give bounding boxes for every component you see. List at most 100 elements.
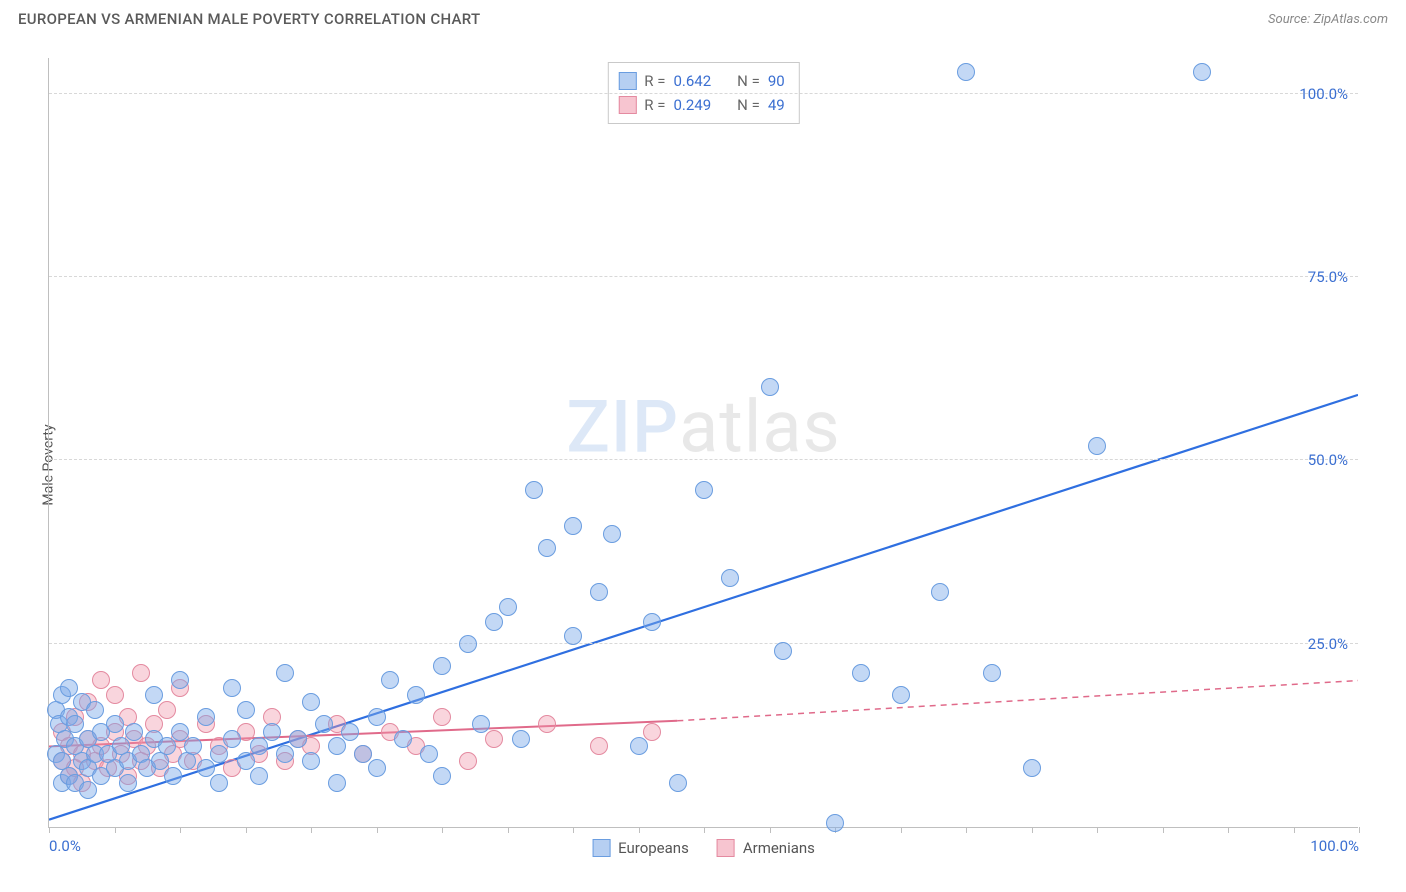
source-name: ZipAtlas.com	[1313, 12, 1388, 27]
data-point-europeans	[368, 708, 386, 726]
x-tick	[1294, 827, 1295, 833]
data-point-europeans	[538, 539, 556, 557]
x-tick	[966, 827, 967, 833]
gridline-h	[49, 459, 1358, 460]
data-point-armenians	[132, 664, 150, 682]
x-tick	[1359, 827, 1360, 833]
data-point-europeans	[826, 814, 844, 832]
data-point-europeans	[197, 759, 215, 777]
data-point-armenians	[643, 723, 661, 741]
y-tick-label: 100.0%	[1299, 85, 1348, 103]
chart-header: EUROPEAN VS ARMENIAN MALE POVERTY CORREL…	[0, 0, 1406, 34]
stats-row: R = 0.249 N = 49	[618, 93, 784, 117]
data-point-europeans	[774, 642, 792, 660]
data-point-europeans	[171, 723, 189, 741]
data-point-armenians	[485, 730, 503, 748]
swatch-icon	[717, 839, 735, 857]
data-point-europeans	[381, 671, 399, 689]
x-tick	[770, 827, 771, 833]
data-point-europeans	[761, 378, 779, 396]
x-tick	[377, 827, 378, 833]
data-point-europeans	[223, 679, 241, 697]
x-tick	[49, 827, 50, 833]
chart-title: EUROPEAN VS ARMENIAN MALE POVERTY CORREL…	[18, 10, 480, 28]
x-tick	[704, 827, 705, 833]
data-point-europeans	[289, 730, 307, 748]
stat-r-value: 0.249	[673, 93, 711, 117]
data-point-europeans	[263, 723, 281, 741]
data-point-europeans	[368, 759, 386, 777]
stat-n-label: N =	[737, 69, 760, 93]
data-point-europeans	[721, 569, 739, 587]
x-tick	[901, 827, 902, 833]
data-point-europeans	[237, 701, 255, 719]
y-tick-label: 50.0%	[1308, 451, 1348, 469]
data-point-europeans	[420, 745, 438, 763]
data-point-europeans	[119, 774, 137, 792]
x-tick	[311, 827, 312, 833]
data-point-europeans	[512, 730, 530, 748]
data-point-europeans	[250, 767, 268, 785]
gridline-h	[49, 276, 1358, 277]
legend-item: Armenians	[717, 839, 815, 857]
data-point-europeans	[315, 715, 333, 733]
data-point-europeans	[1193, 63, 1211, 81]
data-point-europeans	[852, 664, 870, 682]
data-point-armenians	[106, 686, 124, 704]
gridline-h	[49, 643, 1358, 644]
data-point-europeans	[525, 481, 543, 499]
x-tick-label-left: 0.0%	[49, 837, 81, 855]
data-point-europeans	[394, 730, 412, 748]
legend-label: Europeans	[618, 839, 689, 857]
data-point-europeans	[407, 686, 425, 704]
x-tick	[573, 827, 574, 833]
data-point-europeans	[328, 737, 346, 755]
data-point-europeans	[983, 664, 1001, 682]
data-point-europeans	[1088, 437, 1106, 455]
data-point-europeans	[210, 774, 228, 792]
data-point-europeans	[145, 686, 163, 704]
data-point-europeans	[164, 767, 182, 785]
data-point-europeans	[564, 517, 582, 535]
data-point-europeans	[302, 752, 320, 770]
data-point-europeans	[237, 752, 255, 770]
data-point-armenians	[92, 671, 110, 689]
data-point-europeans	[328, 774, 346, 792]
data-point-europeans	[643, 613, 661, 631]
data-point-europeans	[603, 525, 621, 543]
data-point-europeans	[433, 657, 451, 675]
data-point-europeans	[125, 723, 143, 741]
data-point-europeans	[1023, 759, 1041, 777]
x-tick	[508, 827, 509, 833]
stats-row: R = 0.642N = 90	[618, 69, 784, 93]
data-point-europeans	[171, 671, 189, 689]
stat-r-value: 0.642	[673, 69, 711, 93]
legend-label: Armenians	[743, 839, 815, 857]
chart-area: Male Poverty ZIPatlas R = 0.642N = 90R =…	[0, 38, 1406, 892]
data-point-europeans	[250, 737, 268, 755]
data-point-armenians	[459, 752, 477, 770]
data-point-europeans	[931, 583, 949, 601]
x-tick	[246, 827, 247, 833]
data-point-europeans	[276, 745, 294, 763]
trend-line	[677, 681, 1358, 721]
data-point-europeans	[957, 63, 975, 81]
data-point-europeans	[695, 481, 713, 499]
stat-n-value: 49	[768, 93, 785, 117]
x-tick	[115, 827, 116, 833]
watermark-rest: atlas	[679, 385, 841, 470]
series-legend: Europeans Armenians	[592, 839, 815, 857]
data-point-europeans	[158, 737, 176, 755]
stat-r-label: R =	[644, 93, 665, 117]
data-point-armenians	[538, 715, 556, 733]
data-point-europeans	[276, 664, 294, 682]
data-point-europeans	[197, 708, 215, 726]
data-point-europeans	[564, 627, 582, 645]
data-point-europeans	[86, 701, 104, 719]
x-tick	[1228, 827, 1229, 833]
y-tick-label: 75.0%	[1308, 268, 1348, 286]
x-tick	[1032, 827, 1033, 833]
stat-n-label: N =	[737, 93, 760, 117]
data-point-europeans	[66, 715, 84, 733]
data-point-europeans	[630, 737, 648, 755]
